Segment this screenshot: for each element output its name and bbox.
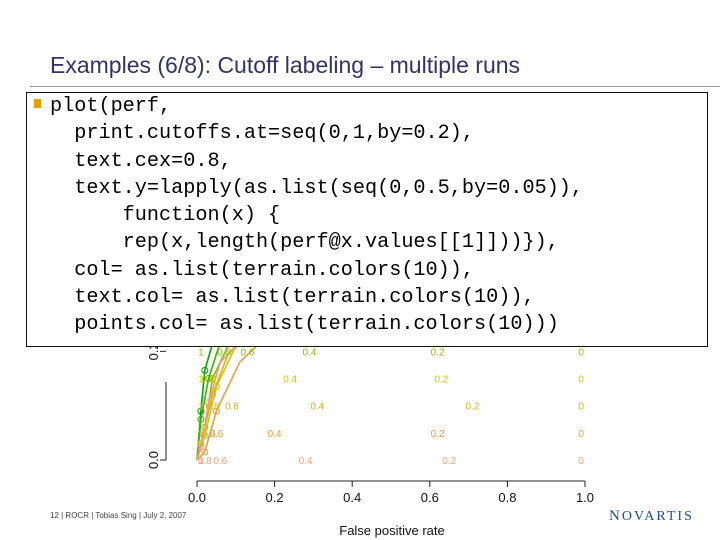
- bullet-marker: [34, 99, 41, 108]
- x-tick-label: 1.0: [576, 490, 594, 505]
- cutoff-point: [201, 366, 209, 374]
- code-line: plot(perf,: [50, 95, 172, 118]
- x-tick-label: 0.0: [188, 490, 206, 505]
- cutoff-label: 0.8: [198, 456, 212, 467]
- code-overlay-box: [26, 92, 708, 347]
- cutoff-label: 1: [198, 429, 204, 440]
- cutoff-point: [205, 375, 213, 382]
- cutoff-label: 0.6: [240, 347, 254, 358]
- x-tick-label: 0.2: [266, 490, 284, 505]
- code-line: col= as.list(terrain.colors(10)),: [74, 258, 475, 282]
- cutoff-label: 0.8: [206, 402, 220, 413]
- cutoff-label: 0: [578, 402, 584, 413]
- cutoff-label: 0.6: [225, 402, 239, 413]
- x-axis-label: False positive rate: [339, 523, 445, 538]
- code-line: rep(x,length(perf@x.values[[1]]))}),: [122, 231, 559, 255]
- novartis-logo: NOVARTIS: [609, 508, 694, 524]
- code-line: print.cutoffs.at=seq(0,1,by=0.2),: [74, 122, 475, 146]
- cutoff-label: 0.4: [283, 375, 297, 386]
- cutoff-label: 0.8: [202, 429, 216, 440]
- cutoff-label: 0: [578, 375, 584, 386]
- cutoff-label: 1: [198, 347, 204, 358]
- cutoff-label: 0.4: [299, 456, 313, 467]
- x-tick-label: 0.4: [343, 490, 361, 505]
- x-tick-label: 0.6: [421, 490, 439, 505]
- cutoff-point: [197, 443, 205, 451]
- cutoff-label: 0.4: [268, 429, 282, 440]
- cutoff-label: 0.2: [431, 429, 445, 440]
- cutoff-point: [197, 407, 205, 415]
- cutoff-point: [212, 407, 220, 415]
- cutoff-label: 0.6: [202, 375, 216, 386]
- cutoff-label: 1: [198, 375, 204, 386]
- cutoff-label: 0.2: [466, 402, 480, 413]
- cutoff-point: [201, 432, 209, 440]
- cutoff-label: 0: [578, 429, 584, 440]
- cutoff-label: 0.4: [303, 347, 317, 358]
- cutoff-point: [197, 415, 205, 423]
- cutoff-label: 0.4: [310, 402, 324, 413]
- cutoff-label: 1: [198, 456, 204, 467]
- cutoff-label: 0.8: [217, 347, 231, 358]
- r-code-block: plot(perf, print.cutoffs.at=seq(0,1,by=0…: [50, 93, 583, 339]
- cutoff-label: 0.2: [442, 456, 456, 467]
- cutoff-label: 0.6: [209, 429, 223, 440]
- cutoff-label: 1: [198, 402, 204, 413]
- cutoff-point: [201, 448, 209, 456]
- x-tick-label: 0.8: [498, 490, 516, 505]
- cutoff-label: 0.6: [213, 456, 227, 467]
- code-line: text.y=lapply(as.list(seq(0,0.5,by=0.05)…: [74, 176, 584, 200]
- y-tick-label: 0.0: [146, 451, 161, 469]
- code-line: points.col= as.list(terrain.colors(10))): [50, 313, 559, 337]
- cutoff-point: [205, 399, 213, 407]
- cutoff-label: 0.2: [431, 347, 445, 358]
- slide-footer: 12 | ROCR | Tobias Sing | July 2, 2007: [50, 511, 187, 520]
- cutoff-label: 0: [578, 456, 584, 467]
- cutoff-label: 0.2: [434, 375, 448, 386]
- slide-title: Examples (6/8): Cutoff labeling – multip…: [50, 52, 521, 78]
- title-divider: [30, 86, 720, 87]
- code-line: text.cex=0.8,: [74, 149, 232, 173]
- code-line: function(x) {: [122, 204, 281, 228]
- cutoff-label: 0: [578, 347, 584, 358]
- code-line: text.col= as.list(terrain.colors(10)),: [74, 286, 535, 310]
- logo-wordmark: OVARTIS: [621, 509, 694, 524]
